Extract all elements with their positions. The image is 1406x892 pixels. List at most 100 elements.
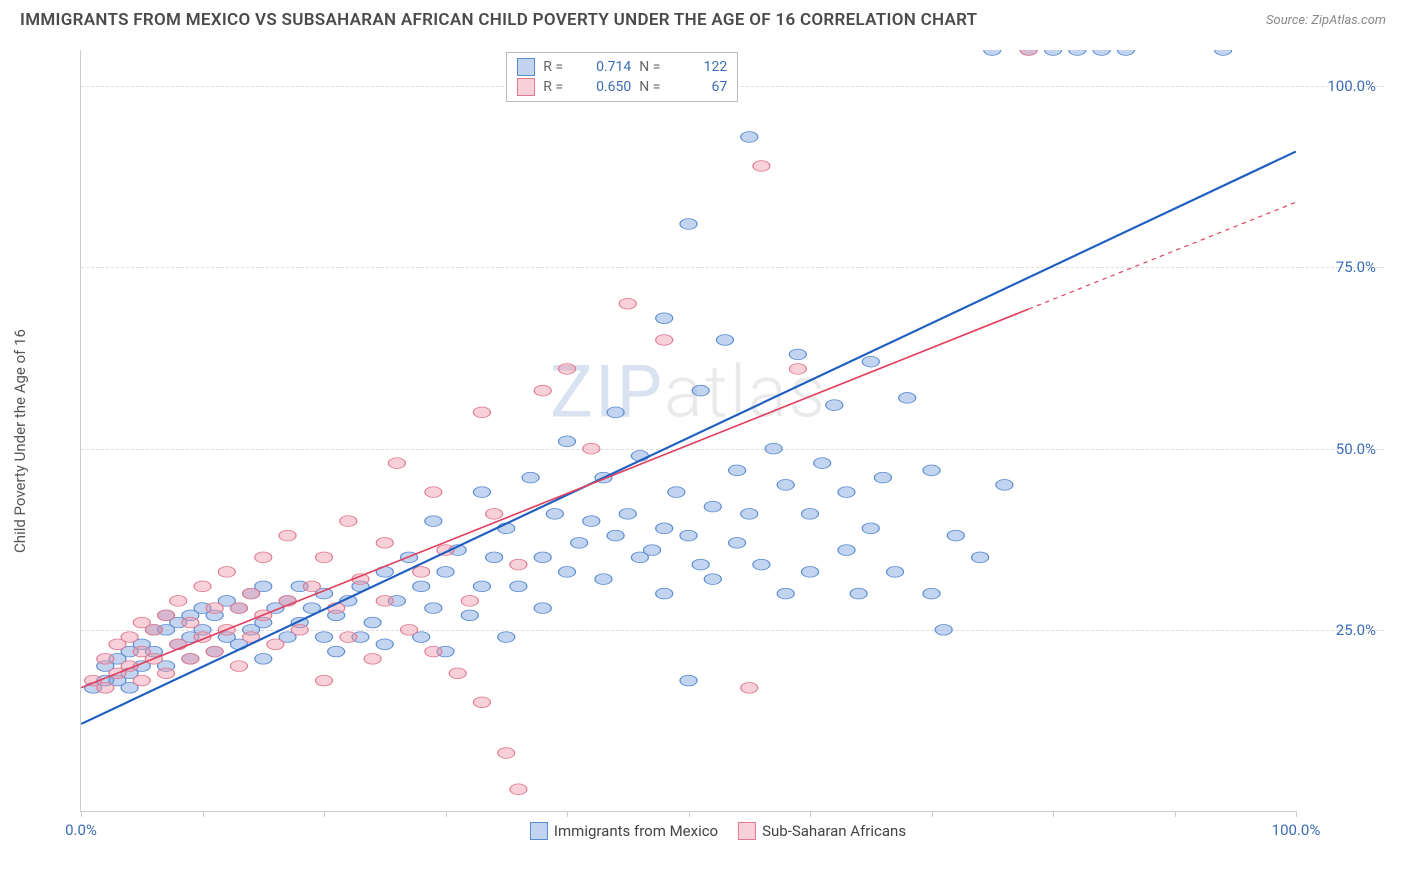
data-point <box>413 581 430 592</box>
data-point <box>850 588 867 599</box>
data-point <box>498 632 515 643</box>
data-point <box>765 443 782 454</box>
data-point <box>1117 50 1134 55</box>
plot-region: ZIPatlas R =0.714N =122R =0.650N =67 25.… <box>80 50 1296 812</box>
data-point <box>704 501 721 512</box>
chart-source: Source: ZipAtlas.com <box>1266 13 1386 28</box>
legend-item: Immigrants from Mexico <box>530 822 718 840</box>
data-point <box>376 639 393 650</box>
data-point <box>473 487 490 498</box>
data-point <box>364 653 381 664</box>
data-point <box>1093 50 1110 55</box>
data-point <box>158 610 175 621</box>
data-point <box>267 639 284 650</box>
data-point <box>680 675 697 686</box>
data-point <box>461 610 478 621</box>
data-point <box>376 538 393 549</box>
data-point <box>97 653 114 664</box>
data-point <box>401 624 418 635</box>
data-point <box>449 668 466 679</box>
data-point <box>656 523 673 534</box>
data-point <box>303 581 320 592</box>
data-point <box>972 552 989 563</box>
data-point <box>729 538 746 549</box>
data-point <box>510 559 527 570</box>
data-point <box>534 552 551 563</box>
data-point <box>935 624 952 635</box>
data-point <box>680 219 697 230</box>
data-point <box>315 552 332 563</box>
data-point <box>874 472 891 483</box>
data-point <box>473 697 490 708</box>
data-point <box>340 516 357 527</box>
data-point <box>328 646 345 657</box>
data-point <box>741 509 758 520</box>
data-point <box>425 487 442 498</box>
data-point <box>291 624 308 635</box>
x-tick <box>324 811 325 817</box>
legend-n-value: 67 <box>677 79 727 95</box>
legend-n-value: 122 <box>677 59 727 75</box>
data-point <box>558 436 575 447</box>
data-point <box>595 574 612 585</box>
data-point <box>206 603 223 614</box>
correlation-legend: R =0.714N =122R =0.650N =67 <box>506 52 738 102</box>
y-tick-label: 100.0% <box>1327 77 1376 95</box>
trend-line <box>81 309 1029 688</box>
data-point <box>255 552 272 563</box>
data-point <box>741 132 758 143</box>
data-point <box>121 632 138 643</box>
data-point <box>558 567 575 578</box>
data-point <box>158 668 175 679</box>
x-tick <box>1296 811 1297 817</box>
data-point <box>425 646 442 657</box>
data-point <box>923 588 940 599</box>
x-tick <box>567 811 568 817</box>
legend-n-label: N = <box>639 59 669 75</box>
legend-item: Sub-Saharan Africans <box>738 822 906 840</box>
scatter-svg <box>81 50 1296 811</box>
data-point <box>826 400 843 411</box>
data-point <box>230 603 247 614</box>
data-point <box>486 509 503 520</box>
data-point <box>546 509 563 520</box>
y-tick-label: 25.0% <box>1336 621 1376 639</box>
data-point <box>704 574 721 585</box>
data-point <box>461 595 478 606</box>
trend-line <box>81 151 1296 724</box>
data-point <box>607 530 624 541</box>
data-point <box>218 567 235 578</box>
data-point <box>923 465 940 476</box>
legend-row: R =0.650N =67 <box>517 77 727 97</box>
data-point <box>182 653 199 664</box>
data-point <box>619 509 636 520</box>
data-point <box>1069 50 1086 55</box>
data-point <box>510 784 527 795</box>
x-tick-label: 0.0% <box>65 821 97 839</box>
data-point <box>947 530 964 541</box>
y-tick-label: 75.0% <box>1336 258 1376 276</box>
x-tick <box>1053 811 1054 817</box>
data-point <box>388 458 405 469</box>
legend-label: Sub-Saharan Africans <box>762 822 906 840</box>
data-point <box>571 538 588 549</box>
data-point <box>340 632 357 643</box>
data-point <box>692 385 709 396</box>
data-point <box>789 364 806 375</box>
data-point <box>437 567 454 578</box>
legend-row: R =0.714N =122 <box>517 57 727 77</box>
data-point <box>279 530 296 541</box>
data-point <box>899 393 916 404</box>
data-point <box>473 581 490 592</box>
trend-line-dashed <box>1029 202 1296 309</box>
data-point <box>729 465 746 476</box>
y-axis-label: Child Poverty Under the Age of 16 <box>11 329 29 553</box>
data-point <box>425 603 442 614</box>
chart-area: Child Poverty Under the Age of 16 ZIPatl… <box>50 40 1386 842</box>
legend-r-value: 0.714 <box>581 59 631 75</box>
legend-r-value: 0.650 <box>581 79 631 95</box>
data-point <box>801 509 818 520</box>
x-tick <box>932 811 933 817</box>
data-point <box>510 581 527 592</box>
data-point <box>656 588 673 599</box>
